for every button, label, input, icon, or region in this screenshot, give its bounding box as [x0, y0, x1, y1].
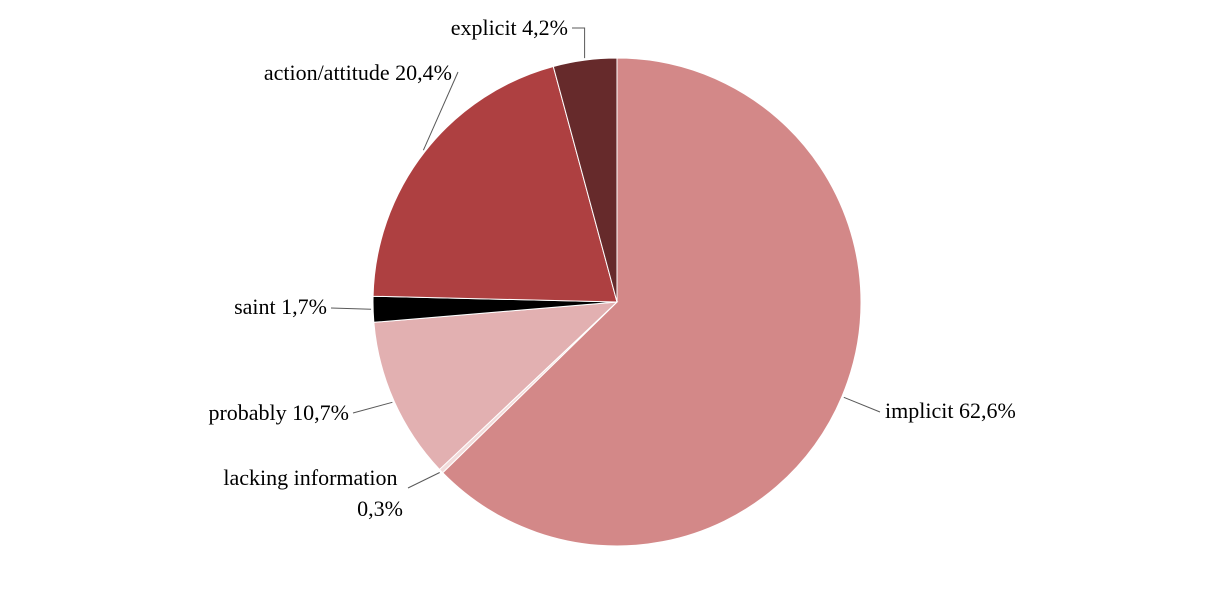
leader-line-saint — [330, 307, 372, 310]
slice-implicit — [442, 57, 862, 547]
label-saint: saint 1,7% — [234, 294, 327, 319]
slice-explicit — [552, 57, 618, 303]
pie-slices — [372, 57, 862, 547]
leader-lines — [330, 27, 881, 489]
label-explicit: explicit 4,2% — [451, 15, 568, 40]
leader-line-action-attitude — [422, 71, 459, 151]
leader-line-implicit — [843, 396, 881, 413]
slice-probably — [373, 301, 619, 471]
label-lacking-information: lacking information 0,3% — [223, 465, 403, 521]
leader-line-explicit — [572, 27, 586, 59]
leader-line-lacking-information — [407, 472, 440, 489]
label-action-attitude: action/attitude 20,4% — [264, 60, 452, 85]
label-probably: probably 10,7% — [208, 400, 349, 425]
slice-action-attitude — [372, 65, 618, 303]
label-implicit: implicit 62,6% — [885, 398, 1016, 423]
leader-line-probably — [352, 401, 393, 414]
